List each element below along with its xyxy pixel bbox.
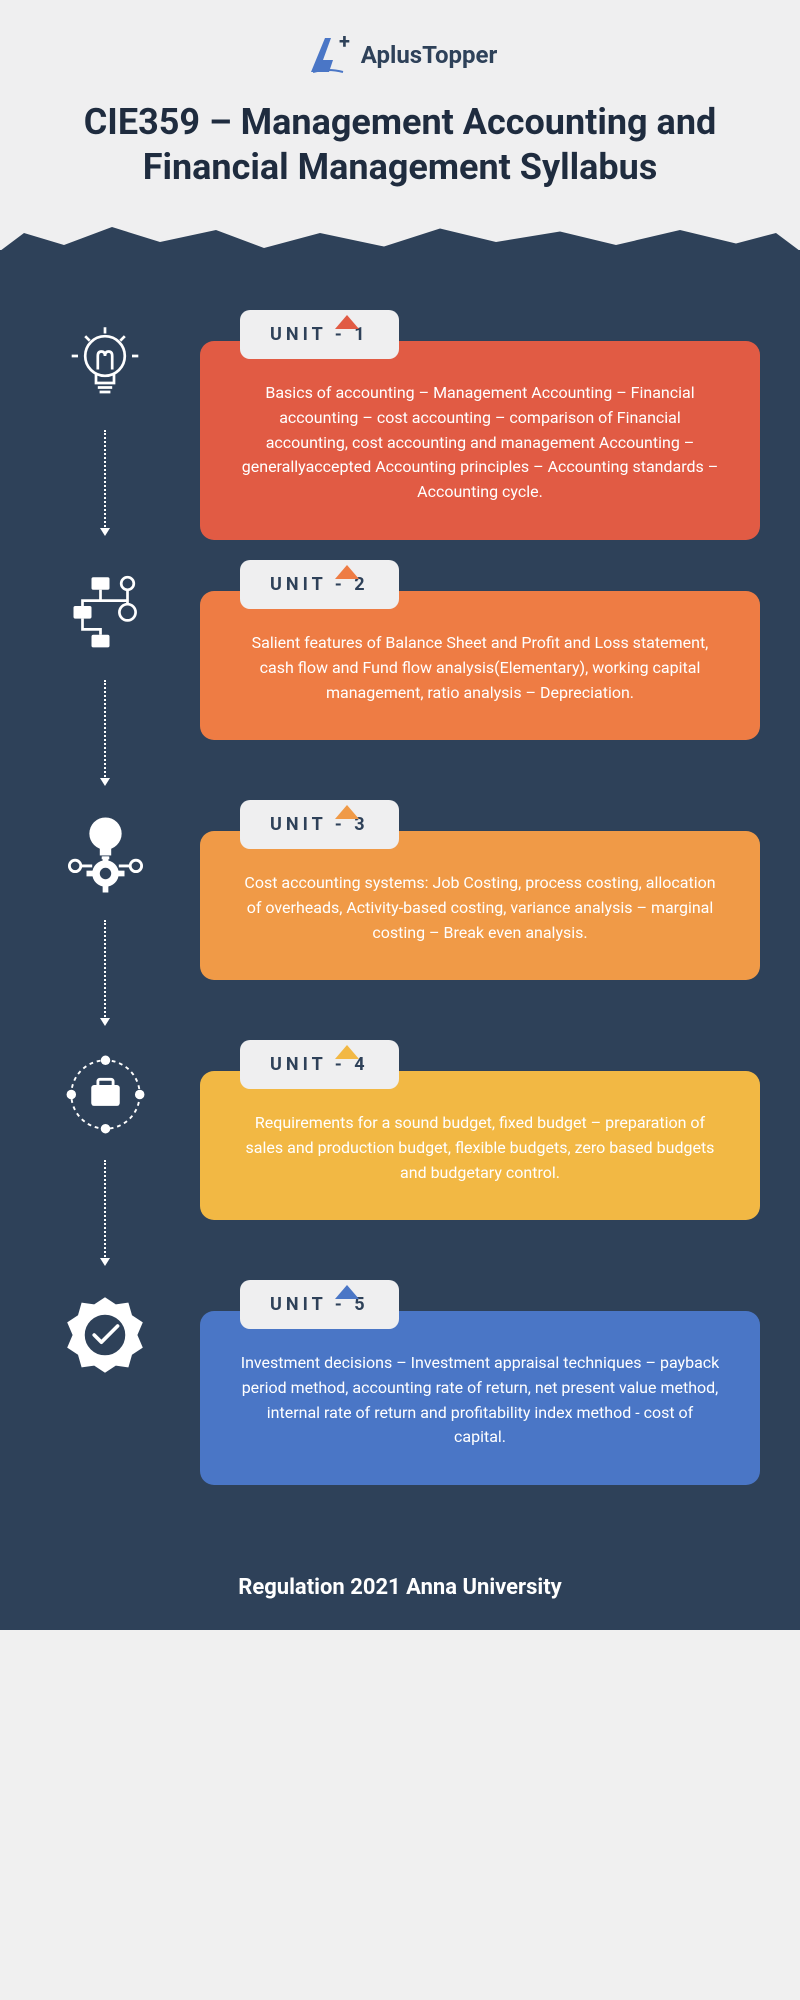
logo-topper: Topper	[422, 41, 497, 69]
unit-content: Basics of accounting – Management Accoun…	[242, 383, 718, 501]
footer: Regulation 2021 Anna University	[0, 1545, 800, 1630]
card-column: UNIT - 1 .card-col:nth-of-type(1) .card:…	[200, 310, 760, 540]
unit-row: UNIT - 5 .card-col:nth-of-type(5) .card:…	[40, 1280, 760, 1485]
logo: + AplusTopper	[40, 30, 760, 80]
card-column: UNIT - 2 .card-col:nth-of-type(2) .card:…	[200, 560, 760, 740]
card-pointer	[335, 1045, 359, 1059]
unit-card: .card-col:nth-of-type(3) .card::before{b…	[200, 831, 760, 980]
unit-label: UNIT - 2	[240, 560, 399, 609]
arrow-connector	[104, 430, 106, 530]
bulb-gear-icon	[50, 800, 160, 910]
card-pointer	[335, 565, 359, 579]
logo-plus: plus	[376, 41, 422, 69]
card-pointer	[335, 805, 359, 819]
unit-row: UNIT - 1 .card-col:nth-of-type(1) .card:…	[40, 310, 760, 540]
syllabus-page: + AplusTopper CIE359 – Management Accoun…	[0, 0, 800, 1630]
logo-a: A	[361, 41, 377, 69]
card-pointer	[335, 315, 359, 329]
unit-content: Investment decisions – Investment apprai…	[241, 1353, 720, 1446]
unit-label: UNIT - 4	[240, 1040, 399, 1089]
lightbulb-icon	[50, 310, 160, 420]
unit-content: Salient features of Balance Sheet and Pr…	[252, 633, 709, 702]
arrow-connector	[104, 680, 106, 780]
card-pointer	[335, 1285, 359, 1299]
logo-text: AplusTopper	[361, 41, 498, 69]
unit-label: UNIT - 3	[240, 800, 399, 849]
icon-column	[40, 310, 170, 530]
unit-content: Cost accounting systems: Job Costing, pr…	[244, 873, 715, 942]
unit-card: .card-col:nth-of-type(1) .card::before{b…	[200, 341, 760, 540]
unit-card: .card-col:nth-of-type(2) .card::before{b…	[200, 591, 760, 740]
unit-row: UNIT - 2 .card-col:nth-of-type(2) .card:…	[40, 560, 760, 780]
page-title: CIE359 – Management Accounting and Finan…	[40, 100, 760, 190]
unit-row: UNIT - 3 .card-col:nth-of-type(3) .card:…	[40, 800, 760, 1020]
card-column: UNIT - 4 .card-col:nth-of-type(4) .card:…	[200, 1040, 760, 1220]
icon-column	[40, 800, 170, 1020]
unit-card: .card-col:nth-of-type(4) .card::before{b…	[200, 1071, 760, 1220]
unit-content: Requirements for a sound budget, fixed b…	[246, 1113, 715, 1182]
check-badge-icon	[50, 1280, 160, 1390]
unit-label: UNIT - 1	[240, 310, 399, 359]
header: + AplusTopper CIE359 – Management Accoun…	[0, 0, 800, 250]
card-column: UNIT - 5 .card-col:nth-of-type(5) .card:…	[200, 1280, 760, 1485]
unit-card: .card-col:nth-of-type(5) .card::before{b…	[200, 1311, 760, 1485]
units-list: UNIT - 1 .card-col:nth-of-type(1) .card:…	[0, 250, 800, 1545]
unit-row: UNIT - 4 .card-col:nth-of-type(4) .card:…	[40, 1040, 760, 1260]
unit-label: UNIT - 5	[240, 1280, 399, 1329]
arrow-connector	[104, 920, 106, 1020]
icon-column	[40, 1040, 170, 1260]
icon-column	[40, 1280, 170, 1390]
svg-text:+: +	[339, 30, 350, 53]
flowchart-icon	[50, 560, 160, 670]
icon-column	[40, 560, 170, 780]
arrow-connector	[104, 1160, 106, 1260]
card-column: UNIT - 3 .card-col:nth-of-type(3) .card:…	[200, 800, 760, 980]
briefcase-orbit-icon	[50, 1040, 160, 1150]
logo-mark: +	[303, 30, 353, 80]
